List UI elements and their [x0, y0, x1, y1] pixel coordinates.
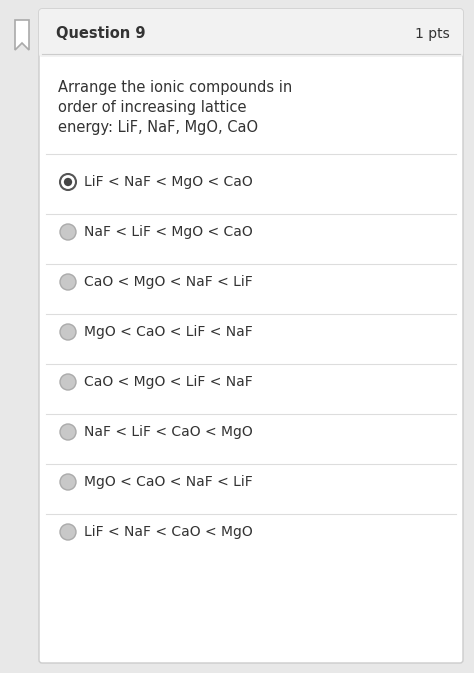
Text: order of increasing lattice: order of increasing lattice — [58, 100, 246, 115]
Text: Question 9: Question 9 — [56, 26, 146, 42]
Text: NaF < LiF < MgO < CaO: NaF < LiF < MgO < CaO — [84, 225, 253, 239]
Circle shape — [60, 174, 76, 190]
Text: MgO < CaO < NaF < LiF: MgO < CaO < NaF < LiF — [84, 475, 253, 489]
Text: energy: LiF, NaF, MgO, CaO: energy: LiF, NaF, MgO, CaO — [58, 120, 258, 135]
Text: Arrange the ionic compounds in: Arrange the ionic compounds in — [58, 80, 292, 95]
Polygon shape — [15, 20, 29, 50]
Text: 1 pts: 1 pts — [415, 27, 450, 41]
Text: NaF < LiF < CaO < MgO: NaF < LiF < CaO < MgO — [84, 425, 253, 439]
Circle shape — [60, 524, 76, 540]
Bar — [44, 48, 458, 56]
Circle shape — [60, 274, 76, 290]
Circle shape — [60, 474, 76, 490]
Circle shape — [60, 374, 76, 390]
Text: MgO < CaO < LiF < NaF: MgO < CaO < LiF < NaF — [84, 325, 253, 339]
Circle shape — [64, 178, 72, 186]
Circle shape — [60, 224, 76, 240]
Circle shape — [60, 424, 76, 440]
Text: LiF < NaF < CaO < MgO: LiF < NaF < CaO < MgO — [84, 525, 253, 539]
Text: LiF < NaF < MgO < CaO: LiF < NaF < MgO < CaO — [84, 175, 253, 189]
FancyBboxPatch shape — [39, 9, 463, 663]
Text: CaO < MgO < NaF < LiF: CaO < MgO < NaF < LiF — [84, 275, 253, 289]
Text: CaO < MgO < LiF < NaF: CaO < MgO < LiF < NaF — [84, 375, 253, 389]
FancyBboxPatch shape — [39, 9, 463, 57]
Circle shape — [60, 324, 76, 340]
